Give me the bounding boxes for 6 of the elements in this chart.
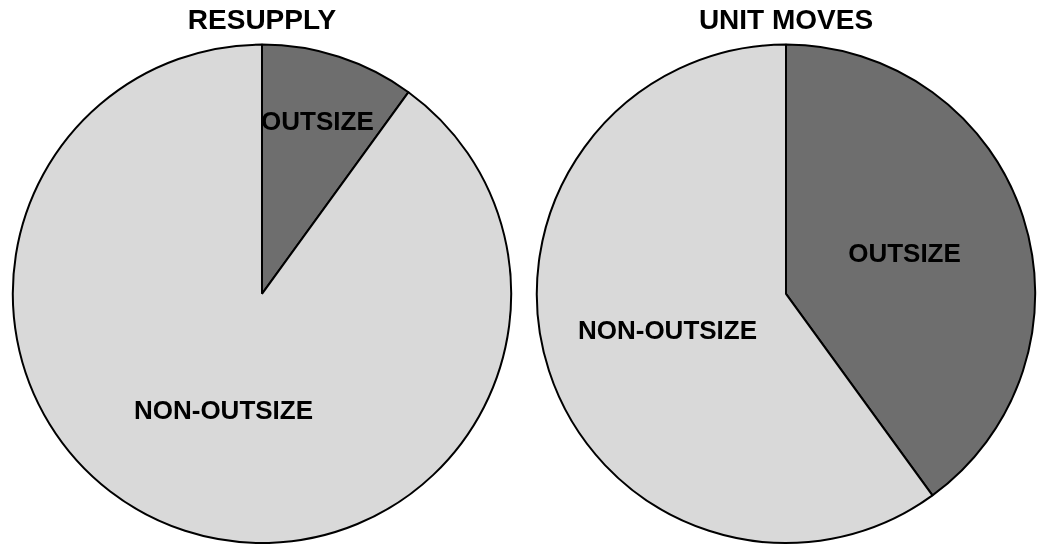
chart-title: RESUPPLY [187,3,337,35]
slice-label: NON-OUTSIZE [133,395,314,426]
chart-title: UNIT MOVES [698,3,874,35]
slice-label: OUTSIZE [261,106,374,137]
slice-label: OUTSIZE [848,238,961,269]
slice-label: NON-OUTSIZE [577,315,758,346]
